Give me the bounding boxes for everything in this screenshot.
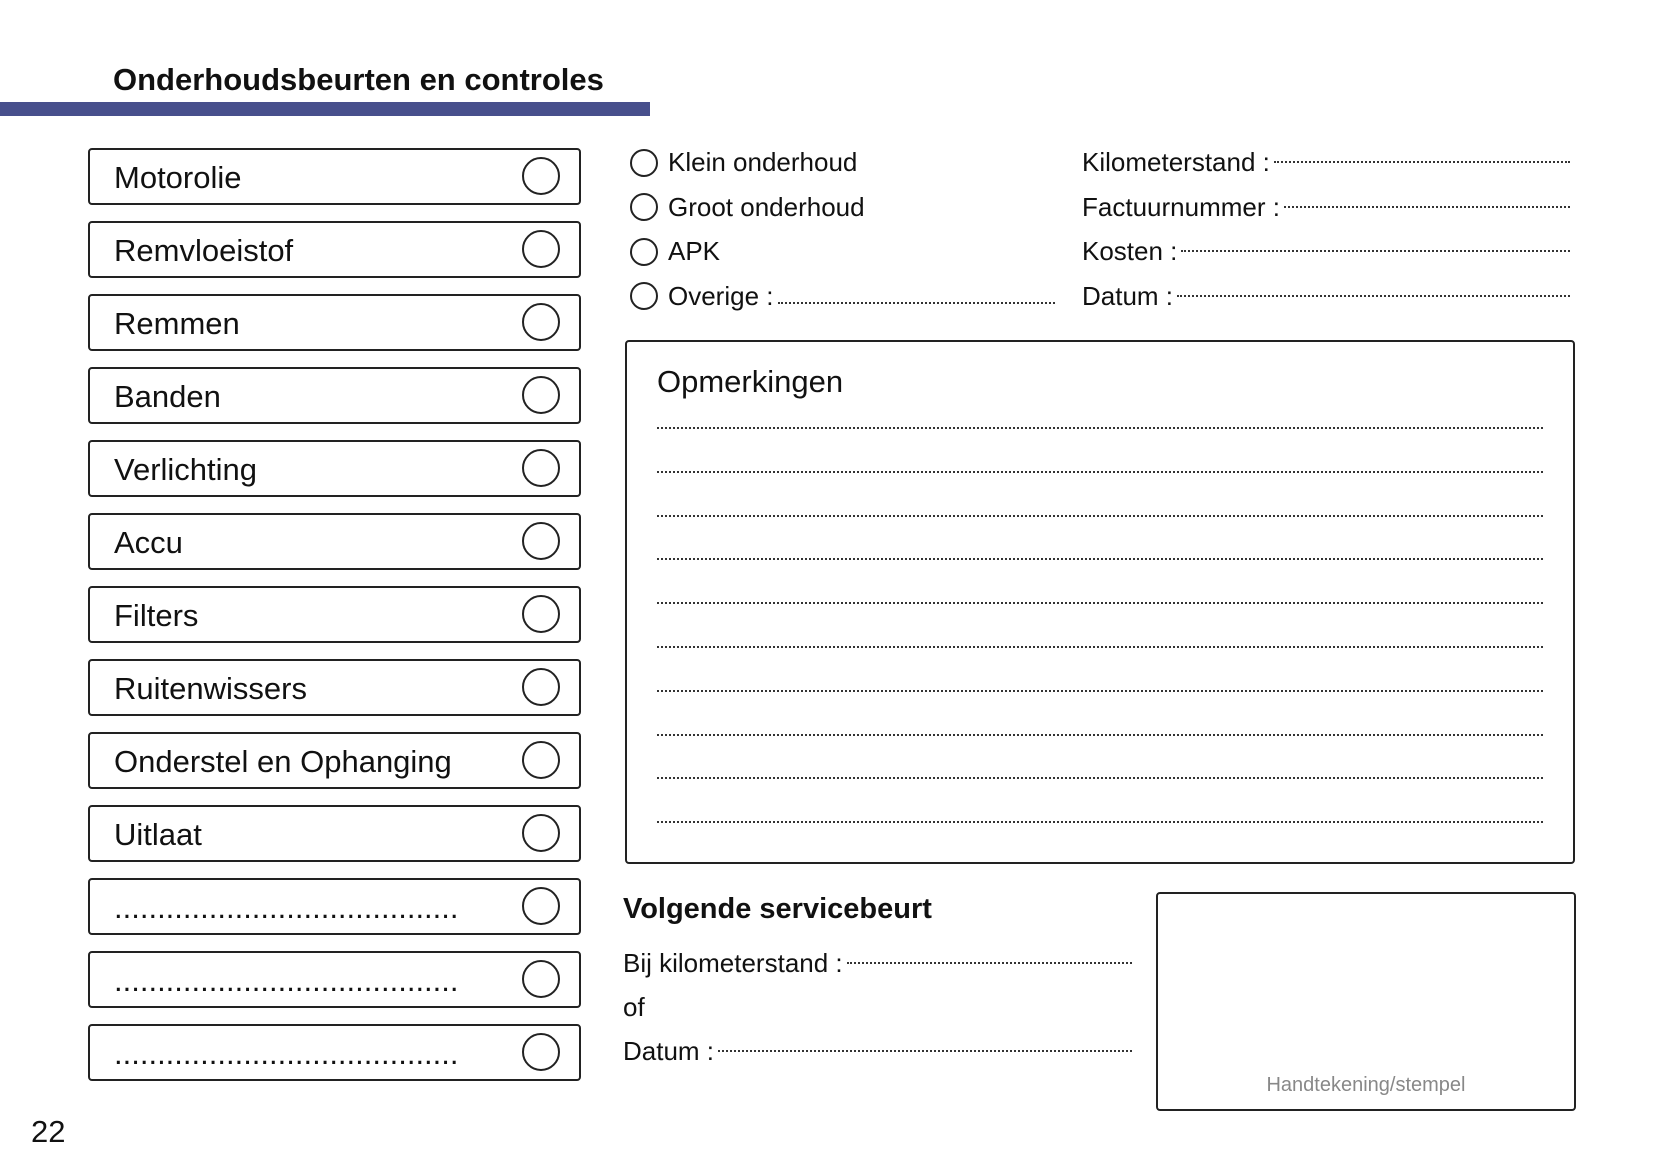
- checklist-item[interactable]: ........................................: [88, 951, 581, 1008]
- checkbox-circle-icon[interactable]: [522, 376, 560, 414]
- checkbox-circle-icon[interactable]: [522, 960, 560, 998]
- checklist-label: Uitlaat: [114, 817, 202, 852]
- notes-line: [657, 689, 1543, 692]
- checklist-label: Banden: [114, 379, 221, 414]
- checklist-item[interactable]: Onderstel en Ophanging: [88, 732, 581, 789]
- checklist-label: ........................................: [114, 890, 459, 925]
- checklist-label: Remmen: [114, 306, 240, 341]
- checkbox-circle-icon[interactable]: [522, 449, 560, 487]
- checklist-item[interactable]: Remvloeistof: [88, 221, 581, 278]
- radio-circle-icon[interactable]: [630, 148, 658, 177]
- checkbox-circle-icon[interactable]: [522, 303, 560, 341]
- checklist-label: Accu: [114, 525, 183, 560]
- next-service-title: Volgende servicebeurt: [623, 893, 932, 925]
- checklist-label: Verlichting: [114, 452, 258, 487]
- checklist-item[interactable]: Banden: [88, 367, 581, 424]
- km-label: Bij kilometerstand :: [623, 948, 843, 978]
- notes-box[interactable]: Opmerkingen: [625, 340, 1575, 864]
- fill-line: [777, 302, 1055, 304]
- or-label: of: [623, 992, 645, 1022]
- notes-line: [657, 514, 1543, 517]
- checklist-item[interactable]: Remmen: [88, 294, 581, 351]
- checklist-item[interactable]: Motorolie: [88, 148, 581, 205]
- option-label: Groot onderhoud: [668, 191, 865, 222]
- fill-line: [718, 1050, 1132, 1052]
- checklist-item[interactable]: Ruitenwissers: [88, 659, 581, 716]
- fill-line: [846, 962, 1132, 964]
- page-title: Onderhoudsbeurten en controles: [113, 62, 604, 97]
- checkbox-circle-icon[interactable]: [522, 230, 560, 268]
- option-label: APK: [668, 236, 721, 266]
- notes-line: [657, 777, 1543, 780]
- checklist-item[interactable]: ........................................: [88, 878, 581, 935]
- service-field[interactable]: Kilometerstand :: [1082, 147, 1570, 178]
- signature-box[interactable]: Handtekening/stempel: [1156, 892, 1576, 1111]
- checklist-label: Onderstel en Ophanging: [114, 744, 452, 779]
- service-field[interactable]: Datum :: [1082, 281, 1570, 312]
- notes-line: [657, 470, 1543, 473]
- checklist-label: Filters: [114, 598, 199, 633]
- radio-circle-icon[interactable]: [630, 282, 658, 310]
- checkbox-circle-icon[interactable]: [522, 1033, 560, 1071]
- field-label: Datum :: [1082, 280, 1174, 311]
- notes-line: [657, 646, 1543, 648]
- checklist-label: Ruitenwissers: [114, 671, 307, 706]
- checklist-item[interactable]: Accu: [88, 513, 581, 570]
- service-type-option[interactable]: APK: [630, 236, 720, 267]
- notes-title: Opmerkingen: [657, 364, 844, 399]
- checkbox-circle-icon[interactable]: [522, 814, 560, 852]
- checkbox-circle-icon[interactable]: [522, 741, 560, 779]
- checklist-item[interactable]: Filters: [88, 586, 581, 643]
- field-label: Factuurnummer :: [1082, 191, 1280, 222]
- checkbox-circle-icon[interactable]: [522, 157, 560, 195]
- notes-line: [657, 558, 1543, 561]
- radio-circle-icon[interactable]: [630, 237, 658, 266]
- radio-circle-icon[interactable]: [630, 193, 658, 221]
- field-label: Kilometerstand :: [1082, 147, 1270, 177]
- fill-line: [1273, 161, 1570, 163]
- service-type-option[interactable]: Groot onderhoud: [630, 192, 865, 223]
- notes-line: [657, 427, 1543, 429]
- next-service-km-field[interactable]: Bij kilometerstand :: [623, 948, 1132, 979]
- notes-line: [657, 733, 1543, 736]
- field-label: Kosten :: [1082, 236, 1178, 266]
- notes-line: [657, 602, 1543, 605]
- or-text: of: [623, 992, 1132, 1023]
- checkbox-circle-icon[interactable]: [522, 668, 560, 706]
- checklist-label: ........................................: [114, 1036, 459, 1071]
- checkbox-circle-icon[interactable]: [522, 595, 560, 633]
- checkbox-circle-icon[interactable]: [522, 522, 560, 560]
- fill-line: [1181, 250, 1570, 252]
- service-field[interactable]: Kosten :: [1082, 236, 1570, 267]
- checklist-label: ........................................: [114, 963, 459, 998]
- service-type-option[interactable]: Overige :: [630, 281, 1055, 312]
- checklist-item[interactable]: ........................................: [88, 1024, 581, 1081]
- fill-line: [1283, 205, 1570, 208]
- checklist-item[interactable]: Uitlaat: [88, 805, 581, 862]
- title-accent-bar: [0, 102, 650, 116]
- option-label: Klein onderhoud: [668, 147, 858, 177]
- signature-label: Handtekening/stempel: [1266, 1074, 1466, 1096]
- notes-line: [657, 821, 1543, 824]
- date-label: Datum :: [623, 1036, 715, 1066]
- service-type-option[interactable]: Klein onderhoud: [630, 147, 857, 178]
- fill-line: [1177, 294, 1570, 297]
- checklist-label: Motorolie: [114, 160, 242, 195]
- checkbox-circle-icon[interactable]: [522, 887, 560, 925]
- checklist-label: Remvloeistof: [114, 233, 294, 268]
- option-label: Overige :: [668, 280, 774, 311]
- page-number: 22: [31, 1114, 66, 1149]
- service-field[interactable]: Factuurnummer :: [1082, 192, 1570, 223]
- checklist-item[interactable]: Verlichting: [88, 440, 581, 497]
- next-service-date-field[interactable]: Datum :: [623, 1036, 1132, 1067]
